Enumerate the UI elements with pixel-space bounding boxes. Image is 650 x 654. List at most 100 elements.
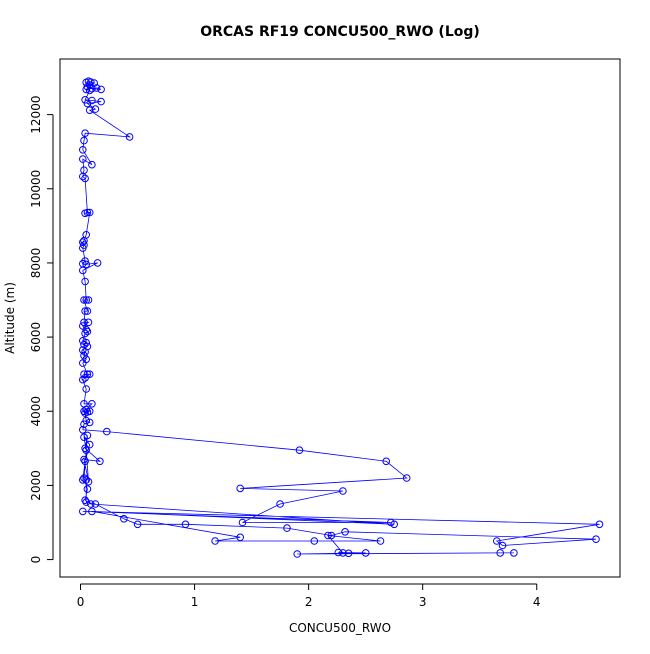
data-point <box>83 327 92 336</box>
x-tick-label: 1 <box>191 595 199 609</box>
data-point <box>82 260 90 269</box>
data-point <box>82 325 90 334</box>
data-point <box>88 400 96 408</box>
data-point <box>80 296 88 304</box>
data-point <box>88 160 96 169</box>
data-point <box>80 474 88 482</box>
data-point <box>79 426 87 434</box>
data-point <box>80 351 88 360</box>
data-point <box>81 444 89 453</box>
data-point <box>496 549 505 557</box>
data-point <box>595 520 604 529</box>
data-point <box>82 385 90 393</box>
data-point <box>80 455 88 464</box>
data-point <box>91 500 100 508</box>
x-tick-label: 4 <box>533 595 541 609</box>
data-point <box>97 85 105 94</box>
data-point <box>510 549 518 557</box>
data-point <box>91 105 100 113</box>
data-point <box>88 84 96 93</box>
data-point <box>341 528 349 536</box>
data-point <box>133 520 142 529</box>
data-point <box>327 531 336 540</box>
data-point <box>79 155 87 163</box>
data-point <box>81 496 89 505</box>
data-point <box>592 535 600 544</box>
y-tick-label: 4000 <box>29 396 43 427</box>
data-point <box>83 307 92 315</box>
x-tick-label: 3 <box>419 595 427 609</box>
data-point <box>84 477 93 486</box>
y-axis-label: Altitude (m) <box>3 282 17 354</box>
data-point <box>93 259 102 267</box>
y-tick-label: 10000 <box>29 170 43 208</box>
chart-title: ORCAS RF19 CONCU500_RWO (Log) <box>200 24 480 40</box>
data-point <box>238 518 247 527</box>
data-point <box>81 277 89 286</box>
x-axis: 0 1 2 3 4 <box>77 583 541 609</box>
data-point <box>83 431 92 440</box>
data-point <box>79 146 87 154</box>
data-point <box>79 346 87 354</box>
data-point <box>81 374 89 382</box>
data-point <box>85 208 94 217</box>
y-tick-label: 12000 <box>29 96 43 134</box>
data-point <box>236 533 244 542</box>
data-point <box>81 457 89 466</box>
data-point <box>80 407 88 416</box>
y-tick-label: 6000 <box>29 322 43 353</box>
data-point <box>79 507 87 516</box>
data-point <box>80 420 88 429</box>
data-point <box>83 485 92 493</box>
data-point <box>276 500 284 508</box>
data-point <box>493 537 501 545</box>
data-point <box>361 549 370 557</box>
data-point <box>79 266 87 275</box>
data-point <box>85 86 94 95</box>
data-point <box>88 507 96 516</box>
data-point <box>81 257 89 265</box>
data-point <box>390 520 399 529</box>
y-tick-label: 8000 <box>29 248 43 279</box>
data-point <box>85 440 94 449</box>
data-point <box>120 515 128 523</box>
data-point <box>84 296 93 304</box>
data-point <box>181 520 190 529</box>
y-tick-label: 0 <box>29 556 43 564</box>
data-point <box>498 541 507 550</box>
data-point <box>295 446 304 455</box>
data-point <box>324 531 332 540</box>
data-point <box>80 318 88 327</box>
data-point <box>82 338 90 347</box>
data-point <box>125 133 134 141</box>
data-point <box>402 474 411 482</box>
data-point <box>81 348 89 356</box>
data-point <box>376 537 385 545</box>
data-point <box>103 427 111 436</box>
data-point <box>85 106 94 114</box>
data-point <box>85 370 94 379</box>
data-point <box>81 129 89 137</box>
data-point <box>81 307 89 315</box>
data-point <box>80 370 88 379</box>
data-point <box>97 97 105 106</box>
data-point <box>83 99 92 108</box>
data-point <box>79 244 87 252</box>
data-point <box>283 524 291 532</box>
data-point <box>83 370 92 379</box>
data-point <box>339 549 347 557</box>
data-point <box>293 550 302 558</box>
data-point <box>79 172 87 181</box>
data-point <box>81 409 89 417</box>
plot-frame <box>59 58 621 578</box>
data-point <box>79 375 87 384</box>
data-point <box>79 359 87 367</box>
series-layer <box>79 77 604 558</box>
data-point <box>82 85 90 94</box>
data-point <box>344 549 353 558</box>
data-point <box>80 236 88 245</box>
y-axis: 0 2000 4000 6000 8000 10000 12000 <box>29 96 54 564</box>
